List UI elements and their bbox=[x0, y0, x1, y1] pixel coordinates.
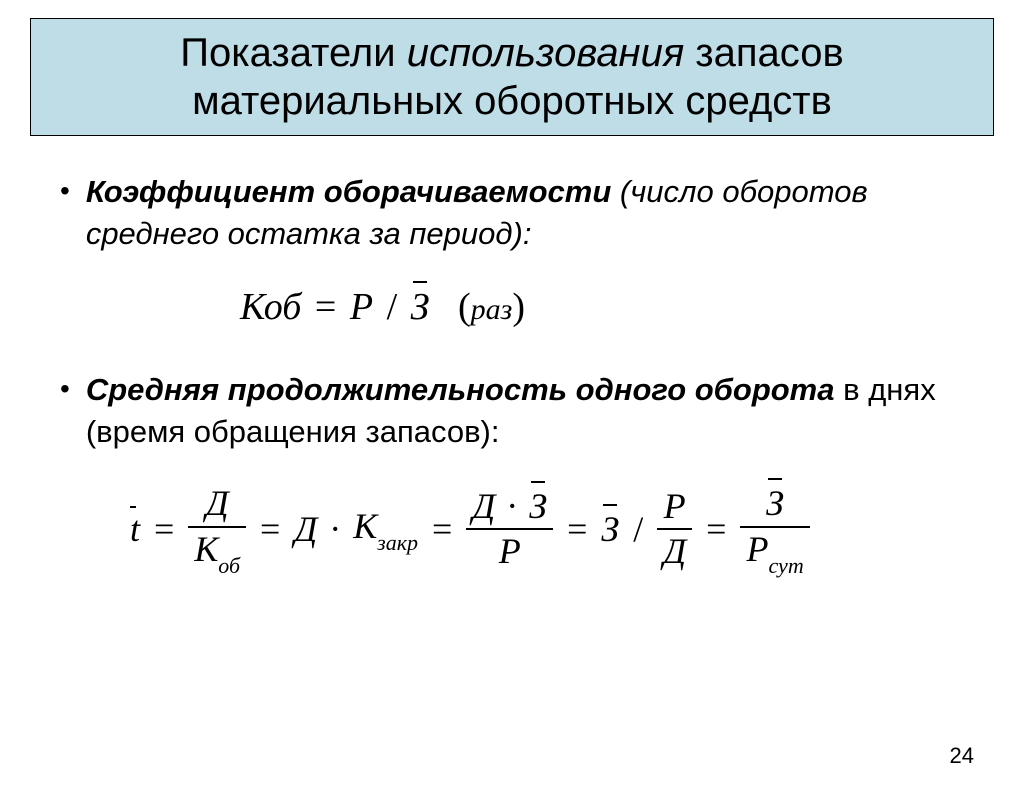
bullet2-bold: Средняя продолжительность одного оборота bbox=[86, 372, 835, 407]
f2-slash: / bbox=[629, 508, 647, 550]
bullet-dot-2: • bbox=[60, 373, 70, 405]
f2-frac3-den: Д bbox=[657, 530, 692, 573]
f2-eq3: = bbox=[428, 508, 456, 550]
f2-eq4: = bbox=[563, 508, 591, 550]
f1-eq: = bbox=[311, 286, 350, 328]
f2-frac4-num: З bbox=[760, 482, 790, 525]
bullet-1-text: Коэффициент оборачиваемости (число оборо… bbox=[86, 171, 964, 255]
f1-rparen: ) bbox=[512, 286, 525, 328]
f2-frac3: Р Д bbox=[657, 485, 692, 573]
f2-frac4-den: Рсут bbox=[740, 528, 809, 576]
f2-frac4: З Рсут bbox=[740, 482, 809, 575]
f2-frac1-num: Д bbox=[200, 482, 235, 525]
f2-frac2-num: Д · З bbox=[466, 485, 553, 528]
f2-dot1: · bbox=[327, 508, 343, 550]
f2-frac2: Д · З Р bbox=[466, 485, 553, 573]
bullet-2: • Средняя продолжительность одного оборо… bbox=[60, 369, 964, 453]
title-part1: Показатели bbox=[180, 31, 406, 75]
bullet-dot-1: • bbox=[60, 175, 70, 207]
f1-zbar: З bbox=[411, 285, 430, 329]
bullet-1: • Коэффициент оборачиваемости (число обо… bbox=[60, 171, 964, 255]
f2-frac2-den: Р bbox=[493, 530, 527, 573]
page-number: 24 bbox=[950, 743, 974, 769]
f1-unit: раз bbox=[471, 293, 513, 326]
f2-frac1-den: Коб bbox=[188, 528, 246, 576]
f1-lhs: Коб bbox=[240, 286, 301, 328]
f1-lparen: ( bbox=[458, 286, 471, 328]
f2-tbar: t bbox=[130, 508, 140, 550]
f2-eq5: = bbox=[702, 508, 730, 550]
title-italic: использования bbox=[407, 31, 684, 75]
slide-title: Показатели использования запасов материа… bbox=[47, 29, 977, 125]
bullet1-bold: Коэффициент оборачиваемости bbox=[86, 174, 620, 209]
f2-zbar2: З bbox=[601, 508, 619, 550]
f2-d: Д bbox=[294, 508, 317, 550]
f2-eq1: = bbox=[150, 508, 178, 550]
f1-p: Р bbox=[350, 286, 373, 328]
slide-title-box: Показатели использования запасов материа… bbox=[30, 18, 994, 136]
formula-turnover: Коб = Р / З (раз) bbox=[240, 285, 964, 329]
f2-kzakr: Кзакр bbox=[353, 505, 418, 552]
formula-duration: t = Д Коб = Д·Кзакр = Д · З Р = З / Р Д bbox=[130, 482, 964, 575]
bullet-2-text: Средняя продолжительность одного оборота… bbox=[86, 369, 964, 453]
f2-frac1: Д Коб bbox=[188, 482, 246, 575]
f2-frac3-num: Р bbox=[658, 485, 692, 528]
f1-slash: / bbox=[383, 286, 411, 328]
formula-duration-wrap: t = Д Коб = Д·Кзакр = Д · З Р = З / Р Д bbox=[60, 482, 964, 575]
content-area: • Коэффициент оборачиваемости (число обо… bbox=[0, 136, 1024, 575]
f2-eq2: = bbox=[256, 508, 284, 550]
